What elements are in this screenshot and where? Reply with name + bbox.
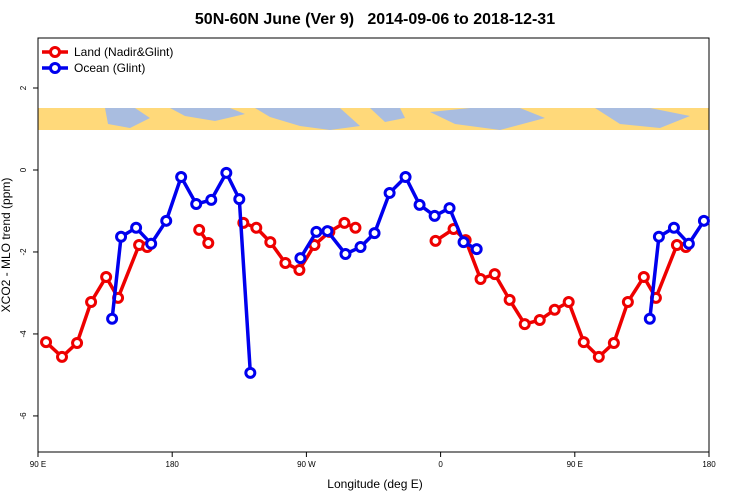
point xyxy=(682,237,695,250)
x-axis-label: Longitude (deg E) xyxy=(327,477,422,491)
series-line xyxy=(44,221,687,359)
point xyxy=(383,186,396,199)
chart-title: 50N-60N June (Ver 9) 2014-09-06 to 2018-… xyxy=(195,11,555,28)
point xyxy=(399,170,412,183)
point xyxy=(205,193,218,206)
point xyxy=(607,336,620,349)
point xyxy=(488,268,501,281)
point xyxy=(115,230,128,243)
point xyxy=(652,230,665,243)
x-tick-label: 90 W xyxy=(297,460,316,469)
point xyxy=(349,221,362,234)
x-tick-label: 90 E xyxy=(30,460,46,469)
point xyxy=(503,293,516,306)
point xyxy=(145,237,158,250)
point xyxy=(40,336,53,349)
y-tick-label: -2 xyxy=(19,248,28,256)
y-tick-label: -4 xyxy=(19,330,28,338)
plot-frame xyxy=(37,37,710,453)
point xyxy=(85,295,98,308)
point xyxy=(202,236,215,249)
point xyxy=(310,225,323,238)
point xyxy=(562,295,575,308)
y-tick-label: 0 xyxy=(19,167,28,172)
point xyxy=(338,216,351,229)
point xyxy=(354,241,367,254)
point xyxy=(293,264,306,277)
point xyxy=(368,227,381,240)
legend-label: Ocean (Glint) xyxy=(74,61,145,75)
point xyxy=(106,312,119,325)
point xyxy=(339,248,352,261)
point xyxy=(470,243,483,256)
point xyxy=(294,252,307,265)
point xyxy=(518,318,531,331)
point xyxy=(697,214,710,227)
point xyxy=(621,295,634,308)
point xyxy=(175,170,188,183)
y-tick-label: -6 xyxy=(19,412,28,420)
x-tick-label: 90 E xyxy=(567,460,583,469)
legend-label: Land (Nadir&Glint) xyxy=(74,45,173,59)
point xyxy=(592,350,605,363)
point xyxy=(100,270,113,283)
point xyxy=(160,214,173,227)
y-axis-label: XCO2 - MLO trend (ppm) xyxy=(0,178,13,313)
point xyxy=(71,336,84,349)
point xyxy=(428,209,441,222)
map-band xyxy=(38,108,709,130)
y-tick-label: 2 xyxy=(19,85,28,90)
point xyxy=(220,166,233,179)
point xyxy=(577,336,590,349)
point xyxy=(667,221,680,234)
x-tick-label: 180 xyxy=(166,460,180,469)
x-tick-label: 0 xyxy=(438,460,443,469)
point xyxy=(548,303,561,316)
x-tick-label: 180 xyxy=(702,460,716,469)
point xyxy=(443,202,456,215)
point xyxy=(413,198,426,211)
point xyxy=(321,225,334,238)
point xyxy=(190,198,203,211)
point xyxy=(244,366,257,379)
point xyxy=(193,223,206,236)
point xyxy=(457,236,470,249)
point xyxy=(533,314,546,327)
point xyxy=(474,273,487,286)
legend-marker xyxy=(49,62,61,74)
point xyxy=(643,312,656,325)
point xyxy=(264,236,277,249)
point xyxy=(279,257,292,270)
point xyxy=(233,193,246,206)
point xyxy=(429,234,442,247)
point xyxy=(250,221,263,234)
point xyxy=(56,350,69,363)
point xyxy=(130,221,143,234)
legend-marker xyxy=(49,46,61,58)
point xyxy=(637,270,650,283)
